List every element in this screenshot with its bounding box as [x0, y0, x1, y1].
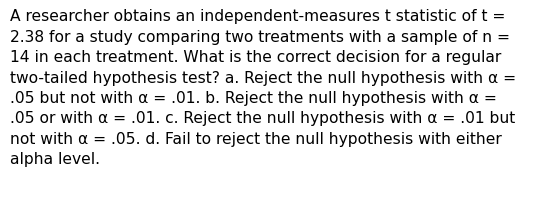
Text: A researcher obtains an independent-measures t statistic of t =
2.38 for a study: A researcher obtains an independent-meas…: [10, 9, 516, 167]
